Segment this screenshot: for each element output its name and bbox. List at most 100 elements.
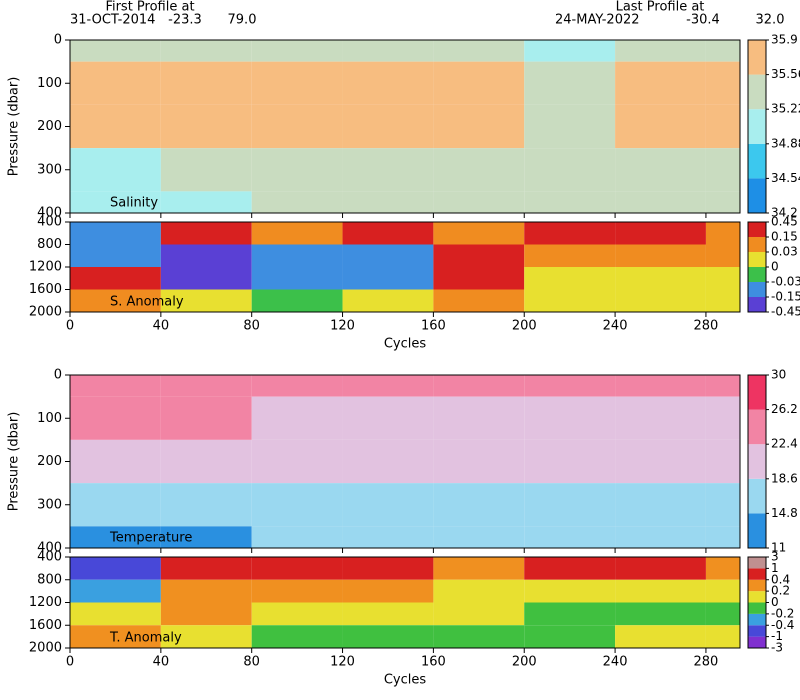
colorbar-label: 0.4 [771, 572, 790, 586]
heat-cell [251, 602, 343, 626]
heat-cell [433, 439, 525, 484]
heat-cell [705, 104, 740, 149]
panel-label: T. Anomaly [109, 631, 182, 646]
colorbar-label: 0.2 [771, 584, 790, 598]
heat-cell [524, 579, 616, 603]
y-tick-label: 400 [37, 550, 62, 565]
colorbar-label: 26.2 [771, 402, 798, 416]
heat-cell [705, 289, 740, 312]
colorbar-segment [748, 568, 766, 580]
heat-cell [524, 222, 616, 245]
x-tick-label: 120 [330, 319, 355, 334]
header-text: Last Profile at [616, 0, 705, 15]
colorbar-segment [748, 282, 766, 297]
colorbar-segment [748, 557, 766, 569]
heat-cell [615, 148, 706, 192]
heat-cell [615, 222, 706, 245]
header-text: 31-OCT-2014 [70, 13, 155, 28]
heat-cell [705, 602, 740, 626]
colorbar-segment [748, 178, 766, 213]
y-tick-label: 300 [37, 162, 62, 177]
heat-cell [342, 289, 434, 312]
colorbar-label: -1 [771, 629, 783, 643]
y-tick-label: 400 [37, 206, 62, 221]
heat-cell [70, 526, 161, 548]
y-tick-label: 800 [37, 572, 62, 587]
colorbar-segment [748, 109, 766, 144]
heat-cell [160, 222, 252, 245]
heat-cell [615, 526, 706, 548]
heat-cell [160, 396, 252, 440]
x-tick-label: 0 [66, 319, 74, 334]
colorbar-segment [748, 297, 766, 312]
y-tick-label: 200 [37, 454, 62, 469]
heat-cell [524, 244, 616, 267]
y-tick-label: 800 [37, 237, 62, 252]
colorbar-label: 11 [771, 541, 786, 555]
y-axis-label: Pressure (dbar) [7, 412, 22, 512]
heat-cell [615, 483, 706, 527]
colorbar-segment [748, 267, 766, 282]
heat-cell [615, 40, 706, 62]
colorbar-segment [748, 636, 766, 648]
heat-cell [433, 61, 525, 105]
heat-cell [70, 439, 161, 484]
y-tick-label: 1600 [29, 282, 62, 297]
heat-cell [251, 40, 343, 62]
heat-cell [433, 267, 525, 290]
y-tick-label: 1200 [29, 260, 62, 275]
heat-cell [524, 396, 616, 440]
colorbar-segment [748, 625, 766, 637]
colorbar-label: -0.2 [771, 606, 794, 620]
colorbar-label: 34.2 [771, 206, 798, 220]
x-tick-label: 40 [153, 319, 170, 334]
heat-cell [705, 61, 740, 105]
x-tick-label: 280 [694, 655, 719, 670]
y-tick-label: 400 [37, 215, 62, 230]
panel-label: Temperature [109, 531, 192, 546]
heat-cell [342, 439, 434, 484]
colorbar-label: -0.4 [771, 618, 794, 632]
heat-cell [251, 375, 343, 397]
heat-cell [70, 244, 161, 267]
heat-cell [615, 104, 706, 149]
colorbar-segment [748, 409, 766, 445]
colorbar-label: 0 [771, 595, 779, 609]
heat-cell [342, 602, 434, 626]
heat-cell [251, 483, 343, 527]
heat-cell [342, 483, 434, 527]
heat-cell [342, 222, 434, 245]
y-tick-label: 300 [37, 497, 62, 512]
header-text: 79.0 [228, 13, 257, 28]
heat-cell [524, 483, 616, 527]
x-tick-label: 280 [694, 319, 719, 334]
heat-cell [342, 557, 434, 580]
header-text: 32.0 [756, 13, 785, 28]
heat-cell [524, 104, 616, 149]
colorbar-label: 0 [771, 260, 779, 274]
heat-cell [70, 191, 161, 213]
heat-cell [705, 222, 740, 245]
colorbar-label: 22.4 [771, 437, 798, 451]
y-tick-label: 2000 [29, 305, 62, 320]
heat-cell [524, 375, 616, 397]
colorbar-label: 34.54 [771, 171, 800, 185]
heat-cell [160, 526, 252, 548]
heat-cell [160, 148, 252, 192]
heat-cell [251, 61, 343, 105]
colorbar-label: -0.45 [771, 305, 800, 319]
heat-cell [615, 289, 706, 312]
y-tick-label: 2000 [29, 641, 62, 656]
header-text: 24-MAY-2022 [555, 13, 640, 28]
colorbar-label: 34.88 [771, 136, 800, 150]
colorbar-segment [748, 444, 766, 479]
heat-cell [160, 191, 252, 213]
heat-cell [615, 396, 706, 440]
x-tick-label: 40 [153, 655, 170, 670]
heat-cell [70, 375, 161, 397]
heat-cell [433, 104, 525, 149]
heat-cell [705, 40, 740, 62]
heat-cell [433, 375, 525, 397]
heat-cell [160, 483, 252, 527]
heat-cell [433, 557, 525, 580]
